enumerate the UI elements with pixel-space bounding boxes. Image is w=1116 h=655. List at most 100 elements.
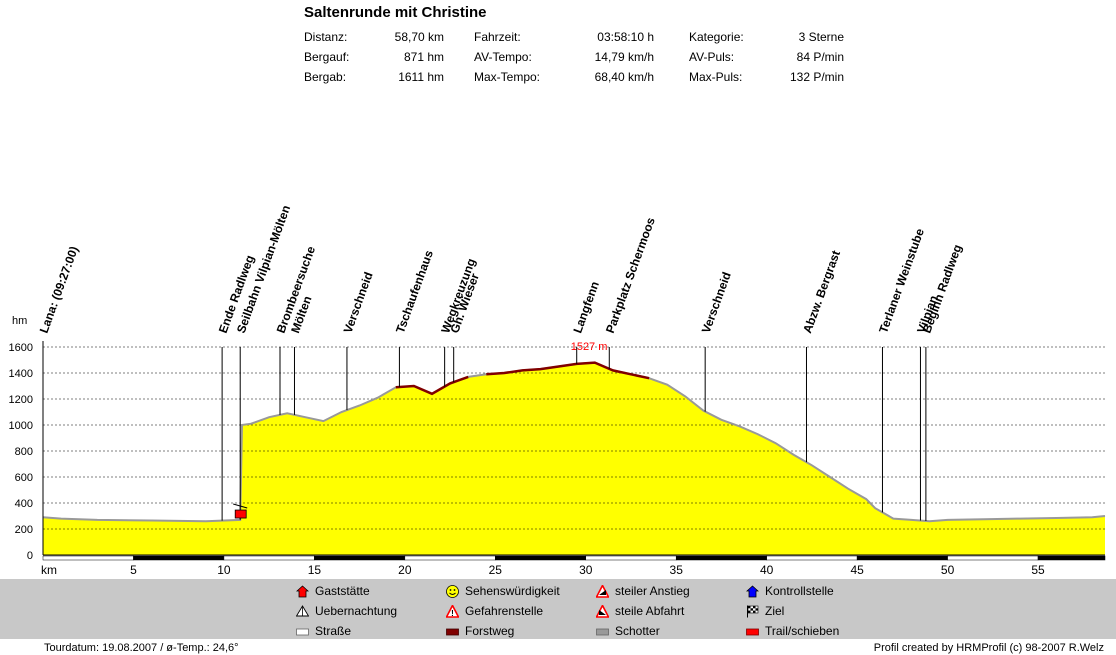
- gravel-icon: [596, 625, 609, 638]
- stat-value-av-tempo: 14,79 km/h: [594, 50, 654, 64]
- profile-area: [43, 362, 1105, 555]
- y-tick-label-400: 400: [15, 498, 33, 510]
- tour-title: Saltenrunde mit Christine: [304, 4, 487, 21]
- legend-label-schotter: Schotter: [615, 624, 660, 638]
- y-tick-label-200: 200: [15, 524, 33, 536]
- road-white-icon: [296, 625, 309, 638]
- legend-item-ziel: Ziel: [746, 604, 784, 618]
- legend-item-gaststaette: Gaststätte: [295, 584, 370, 598]
- y-axis-label: hm: [12, 315, 27, 327]
- house-red-icon: [295, 584, 310, 598]
- stat-value-max-puls: 132 P/min: [789, 70, 844, 84]
- legend-item-steile-abfahrt: steile Abfahrt: [595, 603, 684, 618]
- km-bar-segment-9: [856, 555, 948, 561]
- stats-col-2-values: 03:58:10 h 14,79 km/h 68,40 km/h: [560, 27, 654, 87]
- stats-col-3-values: 3 Sterne 84 P/min 132 P/min: [770, 27, 844, 87]
- x-tick-label-20: 20: [398, 563, 412, 577]
- y-tick-label-800: 800: [15, 446, 33, 458]
- x-tick-label-55: 55: [1031, 563, 1045, 577]
- y-tick-label-600: 600: [15, 472, 33, 484]
- legend-item-steiler-anstieg: steiler Anstieg: [595, 583, 690, 598]
- x-tick-label-50: 50: [941, 563, 955, 577]
- waypoint-label-9: Langfenn: [570, 279, 602, 335]
- stat-label-kategorie: Kategorie:: [689, 30, 744, 44]
- stat-label-av-puls: AV-Puls:: [689, 50, 735, 64]
- stat-value-distanz: 58,70 km: [394, 30, 444, 44]
- forest-road-icon: [446, 625, 459, 638]
- legend-label-uebernachtung: Uebernachtung: [315, 604, 398, 618]
- km-bar-segment-11: [1037, 555, 1106, 561]
- footer-tour-date: Tourdatum: 19.08.2007 / ø-Temp.: 24,6°: [44, 642, 239, 654]
- waypoint-label-15: Beginn Radlweg: [920, 243, 965, 336]
- km-bar-segment-10: [947, 555, 1039, 561]
- y-tick-label-1200: 1200: [9, 394, 33, 406]
- stat-value-bergab: 1611 hm: [398, 70, 444, 84]
- y-tick-label-1600: 1600: [9, 342, 33, 354]
- stats-col-2: Fahrzeit: AV-Tempo: Max-Tempo:: [474, 27, 540, 87]
- legend-label-forstweg: Forstweg: [465, 624, 515, 638]
- legend-item-sehenswuerdigkeit: Sehenswürdigkeit: [446, 584, 560, 598]
- stat-value-fahrzeit: 03:58:10 h: [597, 30, 654, 44]
- legend-label-gaststaette: Gaststätte: [315, 584, 370, 598]
- x-tick-label-45: 45: [850, 563, 864, 577]
- x-axis-label: km: [41, 563, 57, 577]
- footer-credit: Profil created by HRMProfil (c) 98-2007 …: [873, 642, 1104, 654]
- legend-label-strasse: Straße: [315, 624, 352, 638]
- legend-bar: Gaststätte Uebernachtung Straße Sehenswü…: [0, 579, 1116, 639]
- legend-label-sehenswuerdigkeit: Sehenswürdigkeit: [465, 584, 560, 598]
- legend-item-schotter: Schotter: [596, 624, 660, 638]
- gondola-cable-icon: [233, 503, 248, 509]
- x-tick-label-30: 30: [579, 563, 593, 577]
- checkpoint-icon: [745, 584, 760, 598]
- elevation-profile-chart: 0 200 400 600 800 1000 1200 1400 1600 hm km 5 10 15 20…: [9, 203, 1106, 577]
- gondola-icon: [234, 509, 247, 519]
- stats-col-3: Kategorie: AV-Puls: Max-Puls:: [689, 27, 744, 87]
- forest-segment-1: [486, 361, 650, 380]
- legend-label-gefahrenstelle: Gefahrenstelle: [465, 604, 544, 618]
- x-tick-label-40: 40: [760, 563, 774, 577]
- km-bar-segment-1: [133, 555, 225, 561]
- finish-flag-icon: [746, 605, 759, 618]
- legend-item-gefahrenstelle: ! Gefahrenstelle: [445, 603, 544, 618]
- legend-item-kontrollstelle: Kontrollstelle: [745, 584, 834, 598]
- forest-segment-0: [395, 375, 469, 396]
- waypoint-label-12: Abzw. Bergrast: [800, 249, 843, 335]
- smiley-icon: [446, 584, 459, 598]
- y-tick-label-1400: 1400: [9, 368, 33, 380]
- stat-label-bergab: Bergab:: [304, 70, 347, 84]
- stats-col-1: Distanz: Bergauf: Bergab:: [304, 27, 349, 87]
- legend-item-forstweg: Forstweg: [446, 624, 514, 638]
- steep-climb-icon: [595, 583, 610, 598]
- km-bar-segment-0: [42, 555, 134, 561]
- legend-item-trail: Trail/schieben: [746, 624, 839, 638]
- legend-label-trail: Trail/schieben: [765, 624, 840, 638]
- x-tick-label-10: 10: [217, 563, 231, 577]
- stat-label-av-tempo: AV-Tempo:: [474, 50, 532, 64]
- waypoint-label-11: Verschneid: [699, 270, 734, 335]
- stat-value-bergauf: 871 hm: [403, 50, 444, 64]
- stat-label-max-puls: Max-Puls:: [689, 70, 743, 84]
- svg-text:!: !: [451, 609, 454, 618]
- stat-value-kategorie: 3 Sterne: [798, 30, 844, 44]
- legend-item-uebernachtung: Uebernachtung: [295, 604, 398, 618]
- waypoint-label-6: Tschaufenhaus: [393, 248, 436, 335]
- km-bar-segment-3: [314, 555, 406, 561]
- km-bar-segment-7: [675, 555, 767, 561]
- legend-label-ziel: Ziel: [765, 604, 785, 618]
- stat-value-av-puls: 84 P/min: [796, 50, 844, 64]
- x-tick-label-5: 5: [130, 563, 137, 577]
- stat-label-distanz: Distanz:: [304, 30, 348, 44]
- km-bar-segment-6: [585, 555, 677, 561]
- tent-icon: [295, 604, 310, 618]
- x-tick-label-25: 25: [489, 563, 503, 577]
- km-bar-segment-5: [495, 555, 587, 561]
- stat-label-max-tempo: Max-Tempo:: [474, 70, 541, 84]
- stat-label-bergauf: Bergauf:: [304, 50, 350, 64]
- y-tick-label-0: 0: [27, 550, 33, 562]
- x-tick-label-15: 15: [308, 563, 322, 577]
- steep-descent-icon: [595, 603, 610, 618]
- waypoint-label-5: Verschneid: [341, 270, 376, 335]
- km-bar-segment-4: [404, 555, 496, 561]
- legend-label-steiler-anstieg: steiler Anstieg: [615, 584, 690, 598]
- km-bar-segment-2: [223, 555, 315, 561]
